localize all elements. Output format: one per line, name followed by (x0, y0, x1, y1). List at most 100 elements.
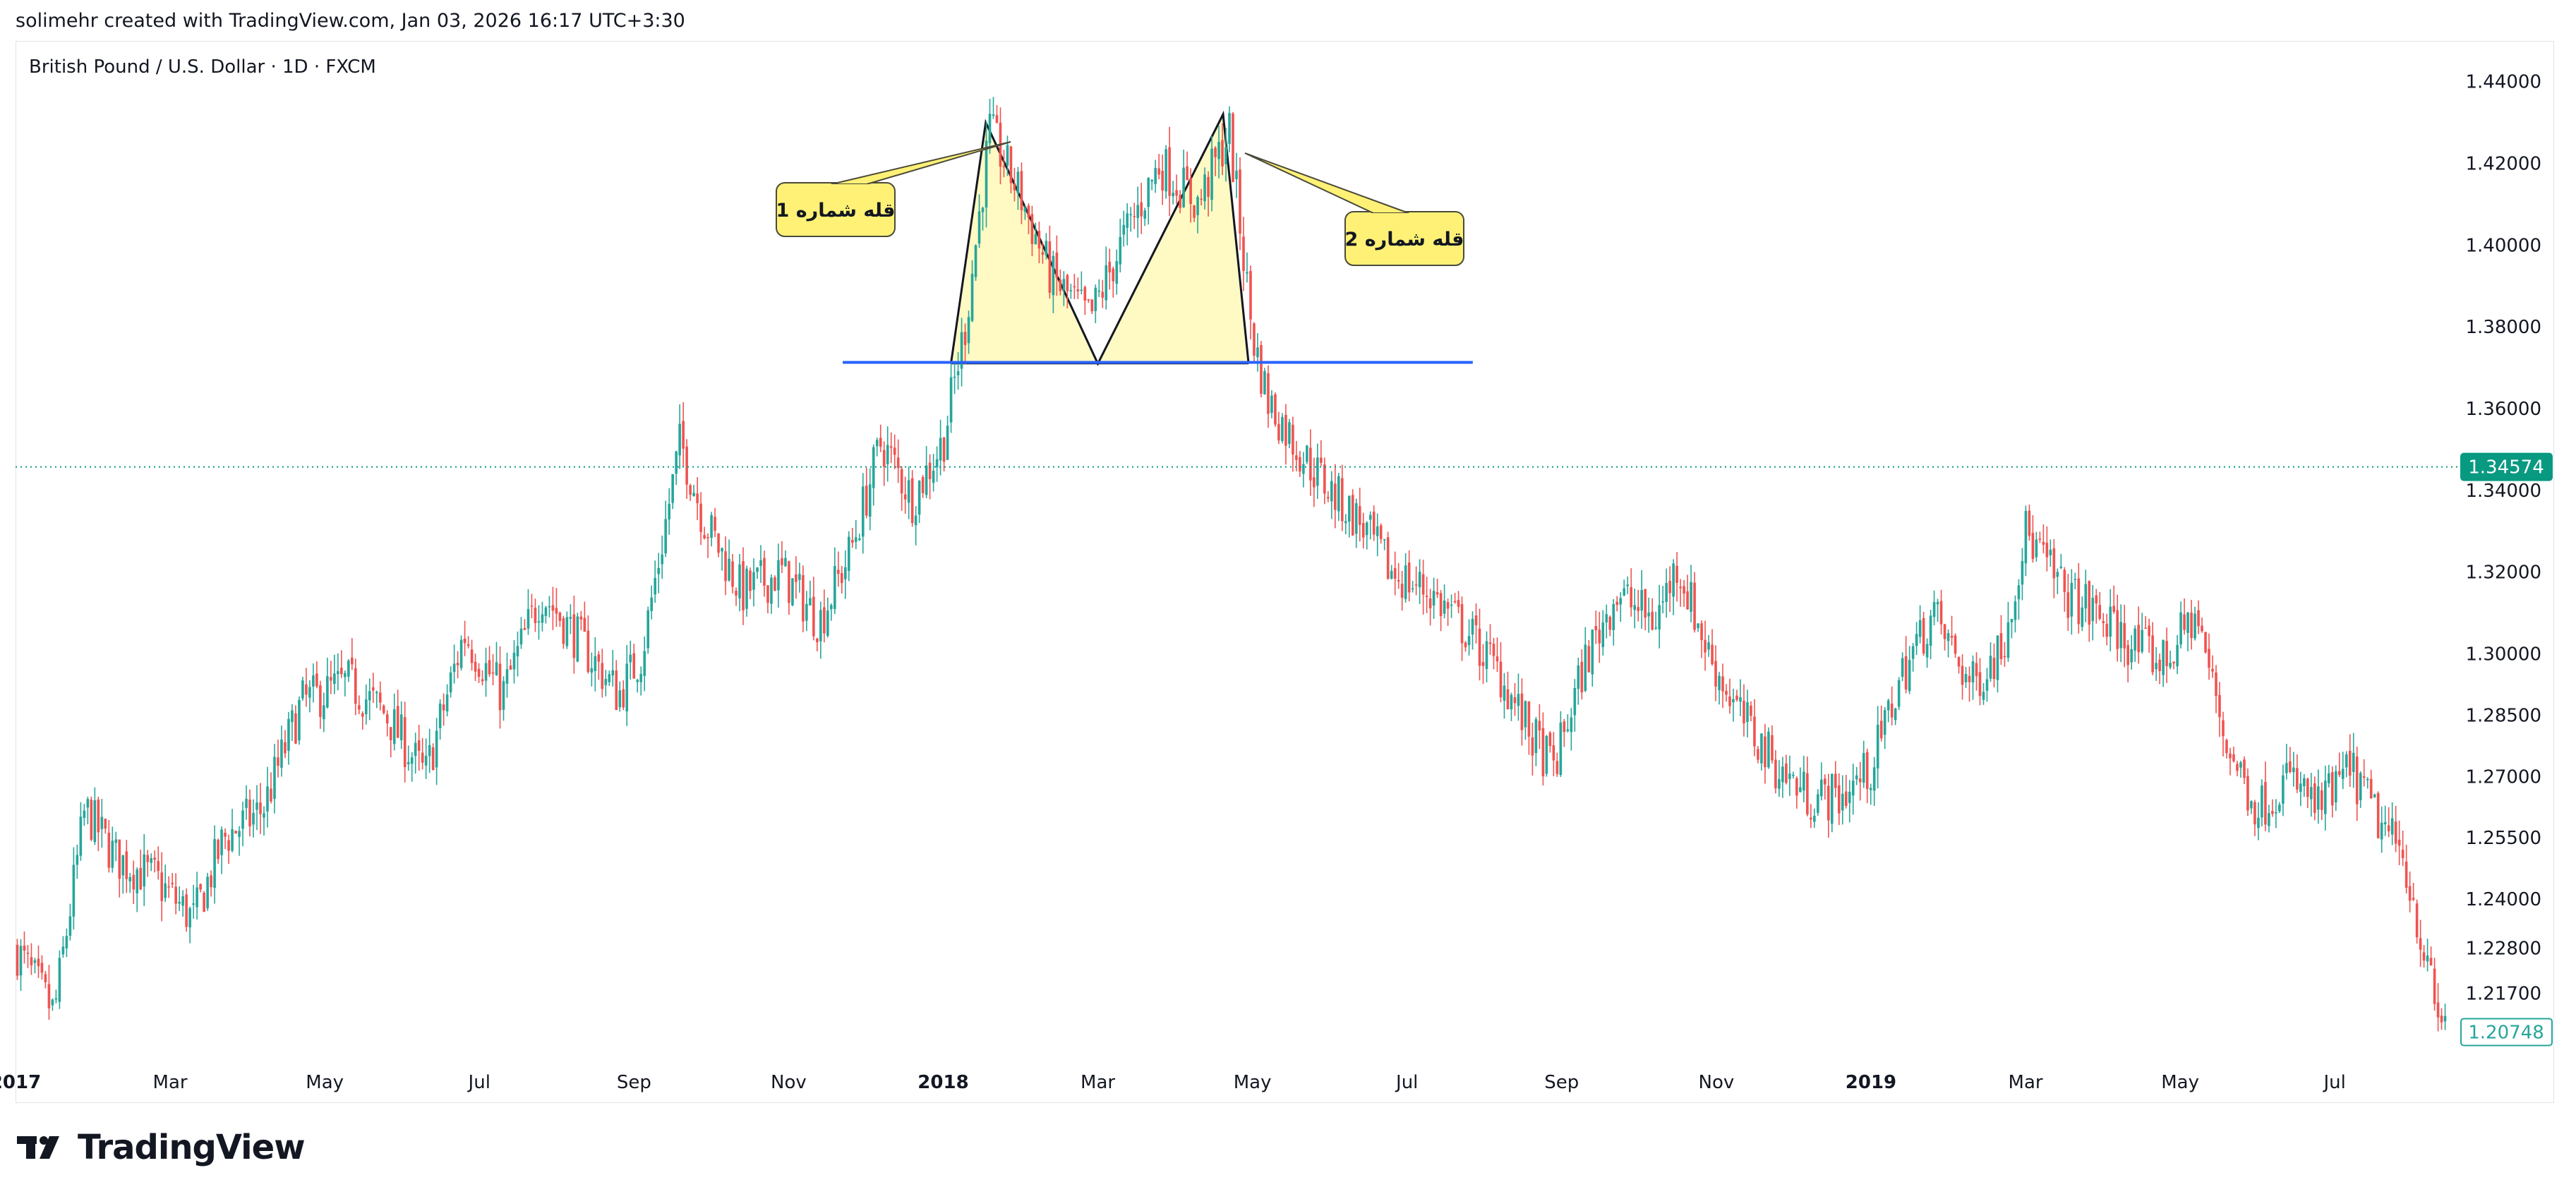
candle-body (111, 840, 114, 868)
candle-body (1193, 205, 1196, 218)
candle-body (1133, 216, 1136, 217)
chart-drawings[interactable]: قله شماره 1 قله شماره 2 (16, 141, 2460, 468)
candle-body (1037, 231, 1041, 249)
candle-body (1186, 166, 1188, 181)
candle-body (58, 958, 61, 1002)
candle-body (1690, 582, 1692, 612)
candle-body (784, 558, 787, 567)
candle-body (1886, 700, 1890, 711)
candle-body (1633, 605, 1637, 610)
candle-body (477, 668, 481, 677)
last-price-badge-bg (2460, 452, 2553, 481)
double-top-pattern[interactable] (949, 110, 1250, 366)
candle-body (756, 567, 759, 572)
candle-body (2275, 812, 2277, 814)
candle-body (749, 570, 752, 591)
candle-body (1453, 601, 1457, 603)
candle-body (2038, 538, 2042, 540)
candle-body (1693, 582, 1696, 630)
candle-body (1735, 695, 1738, 700)
candle-body (26, 952, 30, 954)
candle-body (1844, 791, 1848, 806)
candle-body (2282, 775, 2285, 804)
candle-body (2348, 750, 2352, 776)
candle-body (2211, 668, 2214, 672)
candle-body (51, 999, 54, 1006)
candle-body (1872, 767, 1876, 791)
candle-body (1450, 604, 1453, 606)
candle-body (1939, 601, 1943, 625)
candle-body (1608, 617, 1612, 630)
candle-body (206, 876, 209, 908)
candle-body (795, 574, 798, 582)
price-axis[interactable]: 1.44000 1.42000 1.40000 1.38000 1.36000 1.340… (2460, 72, 2553, 1047)
candle-body (1436, 592, 1439, 595)
candle-body (1154, 167, 1157, 184)
candle-body (910, 478, 914, 524)
candle-body (932, 470, 935, 483)
candle-body (2179, 612, 2182, 645)
candle-body (1069, 290, 1073, 291)
candle-body (848, 536, 850, 571)
candle-body (1644, 589, 1647, 618)
candle-body (449, 672, 452, 692)
candle-body (939, 438, 942, 461)
candle-body (118, 839, 121, 879)
candle-body (2158, 659, 2161, 671)
candle-body (664, 519, 667, 554)
candle-body (1168, 147, 1171, 196)
candle-body (495, 662, 498, 675)
candle-body (1683, 586, 1685, 594)
candle-body (1707, 642, 1710, 650)
peak-1-callout-text: قله شماره 1 (776, 200, 896, 222)
candle-body (1584, 644, 1587, 691)
candle-body (2268, 813, 2270, 826)
candle-body (164, 883, 167, 898)
tradingview-logo[interactable]: TradingView (17, 1128, 306, 1167)
candle-body (1073, 286, 1076, 288)
candle-body (889, 446, 893, 448)
candle-body (2059, 566, 2063, 568)
candle-body (326, 676, 329, 708)
candle-body (1126, 213, 1129, 228)
candle-body (195, 887, 198, 908)
candle-body (537, 621, 541, 623)
candle-body (2222, 720, 2225, 737)
candle-body (1750, 706, 1752, 716)
price-tick-label: 1.28500 (2465, 705, 2541, 726)
peak-1-callout: قله شماره 1 (776, 141, 1011, 237)
candle-body (2155, 663, 2157, 670)
candle-body (1207, 176, 1210, 197)
candle-body (72, 864, 76, 917)
candle-body (1407, 562, 1411, 593)
candle-body (2215, 672, 2217, 697)
candle-body (2123, 622, 2126, 649)
candle-body (2405, 861, 2408, 888)
candle-body (2006, 622, 2010, 658)
candle-body (981, 207, 985, 212)
candle-body (770, 577, 773, 604)
candle-body (875, 440, 879, 447)
candle-body (1002, 166, 1006, 168)
candle-body (2218, 694, 2221, 718)
candle-body (1228, 113, 1231, 144)
candle-body (622, 689, 625, 708)
candle-body (2063, 570, 2066, 592)
candle-body (1481, 662, 1485, 666)
time-axis[interactable]: 2017 Mar May Jul Sep Nov 2018 Mar May Jul Sep Nov 20… (0, 1072, 2346, 1093)
candle-body (914, 515, 917, 526)
candle-body (1753, 716, 1756, 747)
candle-body (1876, 725, 1879, 769)
candle-body (850, 539, 854, 543)
candle-body (1700, 623, 1703, 641)
candle-body (2296, 768, 2299, 790)
candle-body (1030, 214, 1034, 244)
candle-body (2429, 958, 2433, 966)
candle-body (37, 958, 40, 967)
candle-body (1404, 565, 1407, 599)
candle-body (830, 605, 833, 610)
candle-body (1330, 481, 1333, 502)
candle-body (1996, 635, 1999, 680)
symbol-label[interactable]: British Pound / U.S. Dollar · 1D · FXCM (29, 56, 376, 78)
